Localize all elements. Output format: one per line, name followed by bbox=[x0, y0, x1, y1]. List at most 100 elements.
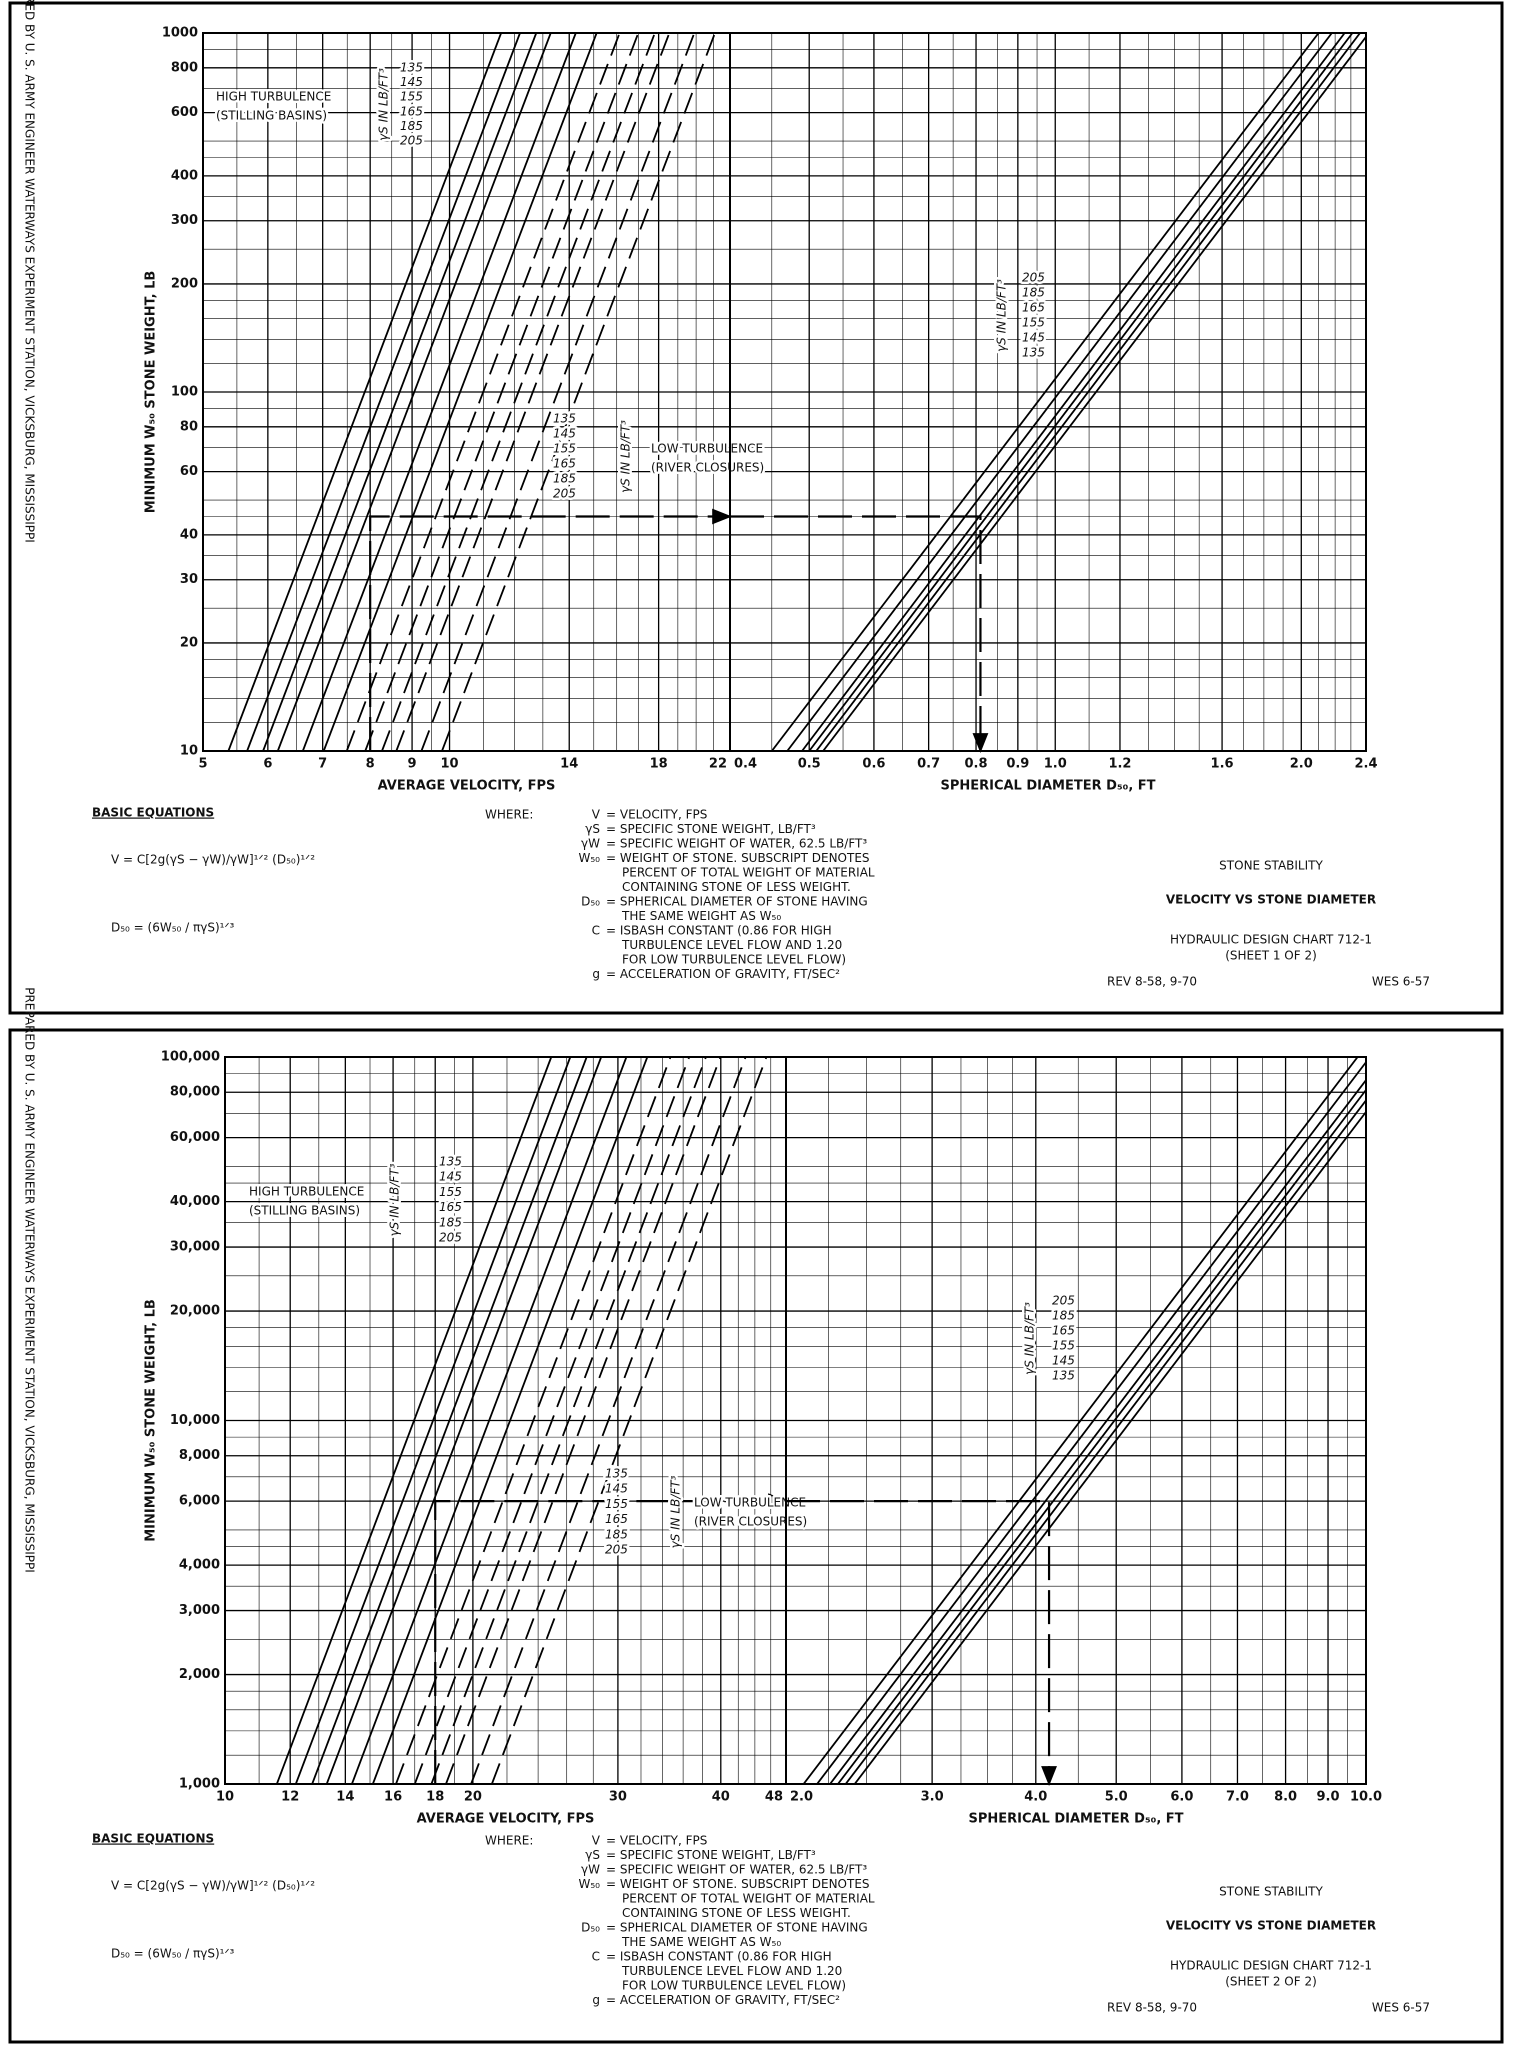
definition-text: = WEIGHT OF STONE. SUBSCRIPT DENOTES bbox=[606, 851, 870, 865]
definition-symbol: D₅₀ bbox=[581, 895, 600, 909]
group-subtitle: (STILLING BASINS) bbox=[216, 109, 327, 123]
y-tick-label: 4,000 bbox=[179, 1558, 220, 1573]
equations-title: BASIC EQUATIONS bbox=[92, 806, 214, 820]
legend-label: 165 bbox=[553, 457, 576, 471]
legend-label: 135 bbox=[1052, 1369, 1075, 1383]
origin: WES 6-57 bbox=[1372, 2001, 1430, 2015]
legend-label: 185 bbox=[439, 1215, 462, 1229]
legend-label: 165 bbox=[439, 1200, 462, 1214]
y-tick-label: 100,000 bbox=[161, 1050, 220, 1065]
definition-text: = SPECIFIC WEIGHT OF WATER, 62.5 LB/FT³ bbox=[606, 837, 867, 851]
series-line bbox=[829, 1078, 1366, 1784]
x-tick-label: 0.6 bbox=[862, 757, 885, 772]
series-line bbox=[802, 1057, 1359, 1784]
group-title: HIGH TURBULENCE bbox=[216, 90, 331, 104]
definition-symbol: C bbox=[592, 924, 600, 938]
legend-label: 165 bbox=[605, 1512, 628, 1526]
definition-symbol: γS bbox=[585, 1848, 600, 1862]
x-axis-title: SPHERICAL DIAMETER D₅₀, FT bbox=[968, 1812, 1183, 1827]
legend-label: 155 bbox=[439, 1185, 462, 1199]
x-tick-label: 0.9 bbox=[1006, 757, 1029, 772]
definition-text: = SPECIFIC STONE WEIGHT, LB/FT³ bbox=[606, 1848, 816, 1862]
example-path bbox=[369, 508, 732, 751]
definition-text: = SPHERICAL DIAMETER OF STONE HAVING bbox=[606, 1921, 868, 1935]
x-tick-label: 0.7 bbox=[917, 757, 940, 772]
definition-symbol: g bbox=[592, 967, 600, 981]
group-subtitle: (STILLING BASINS) bbox=[249, 1204, 360, 1218]
series-line bbox=[395, 1057, 672, 1784]
definition-symbol: W₅₀ bbox=[579, 851, 601, 865]
definition-text: = ISBASH CONSTANT (0.86 FOR HIGH bbox=[606, 1950, 832, 1964]
series-line bbox=[801, 33, 1346, 751]
series-line bbox=[786, 33, 1333, 751]
legend-label: 145 bbox=[1022, 331, 1045, 345]
legend-label: 155 bbox=[605, 1497, 628, 1511]
y-tick-label: 60,000 bbox=[170, 1130, 220, 1145]
definition-text: = ISBASH CONSTANT (0.86 FOR HIGH bbox=[606, 924, 832, 938]
definition-text: = ACCELERATION OF GRAVITY, FT/SEC² bbox=[606, 1993, 840, 2007]
x-tick-label: 10 bbox=[441, 757, 459, 772]
series-line bbox=[372, 1057, 649, 1784]
series-line bbox=[301, 33, 577, 751]
series-line bbox=[815, 33, 1361, 751]
x-tick-label: 0.8 bbox=[965, 757, 988, 772]
x-tick-label: 6 bbox=[263, 757, 272, 772]
legend-label: 145 bbox=[439, 1170, 462, 1184]
legend-label: 135 bbox=[553, 412, 576, 426]
x-tick-label: 9 bbox=[408, 757, 417, 772]
legend-label: 165 bbox=[400, 104, 423, 118]
x-tick-label: 16 bbox=[384, 1790, 402, 1805]
series-line bbox=[808, 33, 1354, 751]
legend-label: 145 bbox=[553, 427, 576, 441]
x-tick-label: 48 bbox=[765, 1790, 783, 1805]
definition-text: FOR LOW TURBULENCE LEVEL FLOW) bbox=[622, 953, 846, 967]
definition-text: THE SAME WEIGHT AS W₅₀ bbox=[621, 1935, 781, 1949]
sheet-border bbox=[8, 1028, 1504, 2044]
definition-symbol: V bbox=[592, 1834, 601, 1848]
legend-label: 135 bbox=[1022, 346, 1045, 360]
y-tick-label: 3,000 bbox=[179, 1603, 220, 1618]
legend-label: 135 bbox=[439, 1155, 462, 1169]
series-line bbox=[441, 33, 716, 751]
definition-text: CONTAINING STONE OF LESS WEIGHT. bbox=[622, 1906, 851, 1920]
legend-label: 145 bbox=[1052, 1354, 1075, 1368]
definition-symbol: γW bbox=[581, 837, 600, 851]
definition-text: TURBULENCE LEVEL FLOW AND 1.20 bbox=[621, 1964, 842, 1978]
equation: D₅₀ = (6W₅₀ / πγS)¹ᐟ³ bbox=[111, 1947, 235, 1961]
legend-title: γS IN LB/FT³ bbox=[388, 1163, 402, 1236]
subtitle: VELOCITY VS STONE DIAMETER bbox=[1166, 1919, 1376, 1933]
example-path bbox=[434, 1493, 788, 1784]
x-tick-label: 14 bbox=[336, 1790, 354, 1805]
y-tick-label: 10 bbox=[180, 744, 198, 759]
definition-text: = SPECIFIC STONE WEIGHT, LB/FT³ bbox=[606, 822, 816, 836]
x-tick-label: 30 bbox=[609, 1790, 627, 1805]
legend-label: 185 bbox=[553, 472, 576, 486]
y-tick-label: 200 bbox=[171, 276, 198, 291]
x-tick-label: 9.0 bbox=[1317, 1790, 1340, 1805]
legend-label: 155 bbox=[400, 90, 423, 104]
series-line bbox=[430, 1057, 707, 1784]
equations-title: BASIC EQUATIONS bbox=[92, 1832, 214, 1846]
legend-label: 205 bbox=[439, 1231, 462, 1245]
legend-label: 145 bbox=[605, 1482, 628, 1496]
series-line bbox=[470, 1057, 747, 1784]
sheet-label: (SHEET 2 OF 2) bbox=[1225, 1975, 1317, 1989]
y-tick-label: 400 bbox=[171, 168, 198, 183]
plot-frame bbox=[785, 1056, 1367, 1785]
legend-label: 155 bbox=[1052, 1339, 1075, 1353]
series-line bbox=[262, 33, 538, 751]
x-tick-label: 1.6 bbox=[1211, 757, 1234, 772]
x-tick-label: 10 bbox=[216, 1790, 234, 1805]
y-axis-title: MINIMUM W₅₀ STONE WEIGHT, LB bbox=[144, 1299, 159, 1542]
series-line bbox=[246, 33, 521, 751]
x-tick-label: 6.0 bbox=[1170, 1790, 1193, 1805]
legend-label: 205 bbox=[400, 134, 423, 148]
series-line bbox=[844, 1098, 1366, 1784]
sheet-border bbox=[8, 1, 1504, 1015]
definition-text: = SPECIFIC WEIGHT OF WATER, 62.5 LB/FT³ bbox=[606, 1863, 867, 1877]
x-tick-label: 1.2 bbox=[1108, 757, 1131, 772]
series-line bbox=[381, 33, 656, 751]
group-subtitle: (RIVER CLOSURES) bbox=[651, 461, 764, 475]
y-tick-label: 6,000 bbox=[179, 1494, 220, 1509]
